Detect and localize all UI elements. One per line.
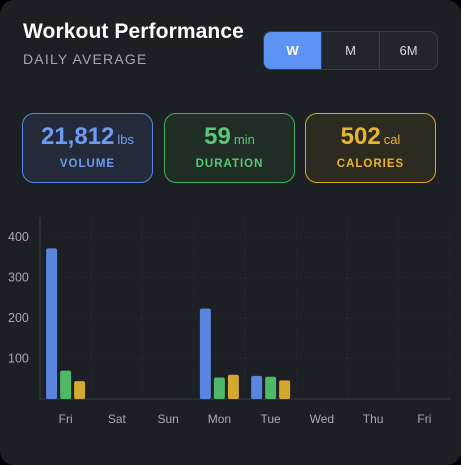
- x-tick-label: Fri: [417, 412, 431, 426]
- calories-value-line: 502 cal: [306, 123, 435, 151]
- x-tick-label: Sun: [157, 412, 178, 426]
- y-tick-label: 200: [8, 311, 29, 325]
- volume-value: 21,812: [40, 123, 115, 150]
- bar-calories[interactable]: [74, 381, 86, 399]
- x-tick-label: Fri: [59, 412, 73, 426]
- calories-stat-card: 502 cal CALORIES: [305, 113, 436, 183]
- volume-unit: lbs: [117, 132, 135, 147]
- bar-duration[interactable]: [213, 377, 225, 399]
- x-tick-label: Mon: [208, 412, 231, 426]
- volume-label: VOLUME: [59, 158, 116, 170]
- bar-volume[interactable]: [251, 375, 263, 399]
- duration-label: DURATION: [195, 158, 264, 170]
- card-title: Workout Performance: [23, 20, 244, 43]
- y-tick-label: 300: [8, 271, 29, 285]
- calories-label: CALORIES: [336, 158, 405, 170]
- calories-unit: cal: [383, 132, 401, 147]
- range-segmented-control: W M 6M: [263, 31, 438, 70]
- range-tab-month[interactable]: M: [321, 32, 379, 69]
- x-tick-label: Thu: [363, 412, 384, 426]
- bar-duration[interactable]: [265, 376, 277, 399]
- x-tick-label: Sat: [108, 412, 127, 426]
- duration-value-line: 59 min: [165, 123, 294, 151]
- duration-stat-card: 59 min DURATION: [164, 113, 295, 183]
- x-tick-label: Wed: [310, 412, 334, 426]
- bar-calories[interactable]: [227, 374, 239, 399]
- volume-stat-card: 21,812 lbs VOLUME: [22, 113, 153, 183]
- calories-value: 502: [340, 123, 381, 150]
- card-subtitle: DAILY AVERAGE: [23, 51, 148, 67]
- y-tick-label: 400: [8, 230, 29, 244]
- range-tab-week[interactable]: W: [264, 32, 321, 69]
- y-tick-label: 100: [8, 352, 29, 366]
- duration-unit: min: [233, 132, 255, 147]
- volume-value-line: 21,812 lbs: [23, 123, 152, 151]
- bar-calories[interactable]: [279, 380, 291, 399]
- range-tab-6-months[interactable]: 6M: [379, 32, 437, 69]
- duration-value: 59: [204, 123, 231, 150]
- bar-duration[interactable]: [60, 370, 72, 399]
- x-tick-label: Tue: [261, 412, 282, 426]
- bar-volume[interactable]: [46, 248, 58, 399]
- bar-volume[interactable]: [199, 308, 211, 399]
